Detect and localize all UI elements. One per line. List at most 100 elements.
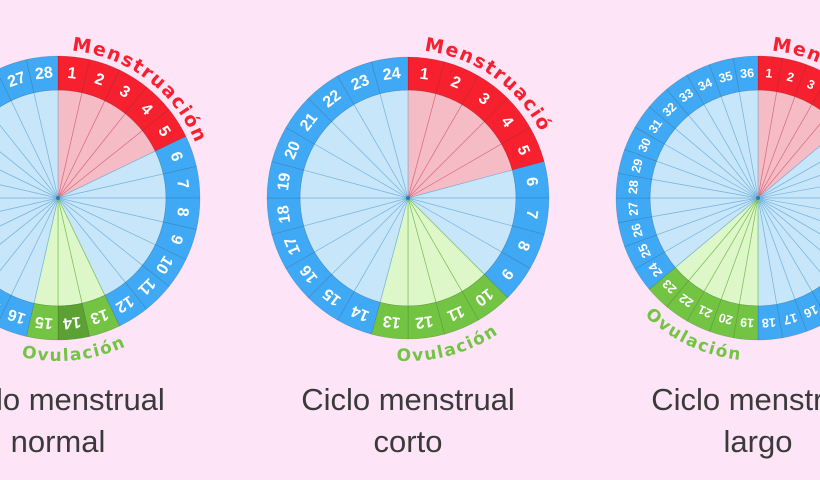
menstruation-day-segment [776,57,807,97]
day-segment [271,127,315,171]
day-segment [337,291,381,335]
day-segment [615,172,652,199]
day-segment [26,55,59,94]
day-number: 16 [5,305,28,327]
day-wedge [757,145,820,199]
day-number: 18 [761,315,776,330]
day-number: 10 [152,252,176,276]
day-number: 26 [0,80,4,104]
day-segment [142,244,187,287]
day-number: 19 [740,315,755,330]
day-number: 28 [34,64,54,83]
menstruation-day-segment [794,64,820,105]
day-segment [709,57,740,97]
ovulation-day-segment [666,280,705,322]
day-number: 20 [717,310,734,327]
ovulation-day-segment [686,291,722,332]
day-segment [617,216,657,247]
caption-line-1: Ciclo menstrual [301,382,515,417]
day-number: 29 [629,157,646,174]
caption-line-1: Ciclo menstrual [0,382,165,417]
day-number: 8 [173,207,191,218]
day-number: 12 [414,312,434,331]
day-number: 19 [275,172,294,192]
day-number: 12 [112,292,136,316]
day-number: 35 [717,69,734,86]
day-wedge [0,151,59,199]
menstruation-day-segment [407,56,445,95]
center-dot [56,196,60,200]
day-number: 24 [646,260,665,279]
day-segment [511,197,550,235]
day-wedge [757,175,820,199]
day-segment [624,126,665,162]
day-number: 25 [635,242,654,261]
day-number: 7 [173,179,191,190]
day-number: 17 [282,234,305,257]
day-number: 23 [349,72,372,95]
ovulation-day-segment [81,294,121,337]
day-segment [0,59,35,102]
day-number: 27 [626,201,641,216]
cycle-wheel-36-days: 1234567891011121314151617181920212223242… [615,33,820,459]
caption-line-1: Ciclo menstrual [651,382,820,417]
day-segment [285,97,333,145]
day-number: 22 [677,291,696,310]
day-number: 13 [382,312,402,331]
day-number: 6 [522,176,540,187]
caption-line-2: normal [11,424,106,459]
day-number: 1 [67,65,78,83]
day-segment [732,55,759,92]
day-number: 33 [677,86,696,105]
day-number: 30 [635,136,654,155]
ovulation-day-segment [371,301,409,340]
menstruation-day-segment [81,59,121,102]
day-wedge [757,197,820,210]
day-number: 36 [740,66,755,81]
day-segment [154,135,197,175]
day-number: 17 [0,292,4,316]
day-number: 28 [626,180,641,195]
day-number: 2 [785,70,795,85]
day-segment [162,197,201,230]
day-number: 1 [419,66,430,84]
caption-line-2: corto [374,424,443,459]
day-wedge [0,197,59,245]
day-number: 1 [765,66,773,81]
day-number: 34 [696,75,715,94]
ovulation-day-segment [732,304,759,341]
day-number: 18 [275,204,294,224]
day-wedge [0,197,59,227]
day-number: 13 [88,305,111,327]
ovulation-day-segment [709,299,740,339]
day-wedge [0,197,59,212]
day-segment [0,288,12,320]
menstruation-day-segment [811,90,820,110]
day-number: 27 [6,69,29,91]
day-segment [501,225,545,269]
center-dot [756,196,760,200]
cycle-wheel-28-days: 1234567891011121314151617181920212223242… [0,33,210,459]
day-segment [0,294,35,337]
day-segment [266,161,305,199]
day-wedge [757,186,820,199]
menstruation-day-segment [435,61,479,105]
day-number: 14 [62,313,82,332]
day-segment [337,61,381,105]
caption-line-2: largo [724,424,793,459]
ovulation-day-segment [435,291,479,335]
day-segment [776,299,807,339]
day-wedge [757,161,820,199]
day-number: 14 [349,302,372,325]
day-segment [617,149,657,180]
day-number: 7 [522,209,540,220]
day-segment [686,64,722,105]
day-number: 15 [34,313,54,332]
day-number: 24 [382,65,402,84]
day-number: 11 [444,302,466,324]
day-segment [371,56,409,95]
day-number: 31 [646,117,665,136]
menstruation-day-segment [104,69,147,114]
day-number: 20 [282,139,305,162]
